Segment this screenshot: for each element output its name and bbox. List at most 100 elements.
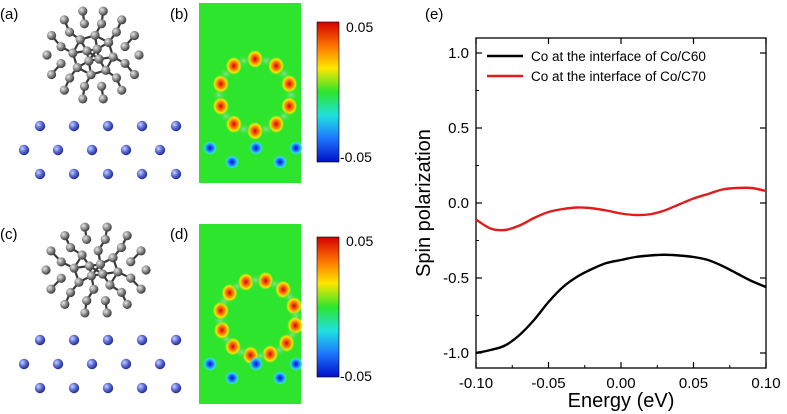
c60-carbon-atom (92, 44, 102, 54)
layer-c-cobalt-atom (34, 334, 46, 346)
c70-carbon-atom (80, 308, 90, 318)
c70-carbon-atom (126, 273, 136, 283)
c70-carbon-atom (126, 257, 136, 267)
x-tick-label: 0.10 (751, 375, 780, 392)
c70-carbon-atom (100, 234, 110, 244)
colorbar-d: 0.05 -0.05 (316, 233, 373, 384)
weak-spin-spot (236, 54, 251, 67)
c70-carbon-atom (108, 253, 118, 263)
c60-carbon-atom (97, 81, 107, 91)
c70-carbon-atom (82, 296, 92, 306)
c70-carbon-atom (80, 222, 90, 232)
panel-label-a: (a) (0, 6, 18, 23)
layer-a-cobalt-atom (154, 144, 166, 156)
c60-carbon-atom (56, 58, 66, 69)
c70-carbon-atom (136, 246, 146, 256)
c60-carbon-atom (98, 6, 108, 16)
c70-carbon-atom (69, 263, 79, 273)
negative-spin-spot (225, 371, 239, 385)
layer-c-cobalt-atom (120, 358, 132, 370)
layer-a-cobalt-atom (136, 120, 148, 132)
c60-carbon-atom (46, 30, 57, 41)
c70-carbon-atom (113, 267, 123, 277)
series-line-c60 (475, 253, 767, 355)
colorbar-d-max: 0.05 (346, 233, 373, 249)
panel-label-c: (c) (0, 226, 18, 243)
x-tick-label: -0.10 (459, 375, 493, 392)
layer-c-cobalt-atom (102, 382, 114, 394)
c70-carbon-atom (116, 242, 127, 253)
negative-spin-spot (203, 357, 217, 371)
x-axis-label: Energy (eV) (568, 390, 675, 412)
c60-carbon-atom (46, 69, 57, 80)
colorbar-b-max: 0.05 (346, 19, 373, 35)
y-tick-label: 0.5 (448, 120, 469, 137)
c60-carbon-atom (108, 52, 118, 62)
c70-carbon-atom (95, 259, 106, 269)
y-tick-label: -1.0 (443, 345, 469, 362)
layer-a-cobalt-atom (102, 120, 114, 132)
c70-carbon-atom (89, 284, 99, 294)
spin-polarization-chart: -0.10 -0.05 0.00 0.05 0.10-1.0-0.50.00.51.0 … (413, 37, 781, 412)
negative-spin-spot (249, 357, 263, 371)
layer-c-cobalt-atom (136, 382, 148, 394)
weak-spin-spot (248, 274, 263, 287)
spin-density-map-b (199, 3, 303, 183)
c60-carbon-atom (75, 35, 85, 45)
c60-carbon-atom (134, 50, 144, 60)
layer-c-cobalt-atom (102, 334, 114, 346)
layer-a-cobalt-atom (18, 144, 30, 156)
c60-carbon-atom (59, 15, 69, 25)
c70-carbon-atom (93, 246, 103, 256)
layer-c-cobalt-atom (52, 358, 64, 370)
c70-carbon-atom (86, 271, 97, 281)
c60-carbon-atom (78, 6, 88, 16)
y-tick-label: 1.0 (448, 45, 469, 62)
negative-spin-spot (273, 155, 287, 169)
c70-on-cobalt-structure (18, 222, 182, 394)
c60-carbon-atom (72, 62, 82, 73)
negative-spin-spot (289, 357, 303, 371)
colorbar-d-min: -0.05 (340, 368, 372, 384)
c70-carbon-atom (82, 234, 92, 245)
c70-carbon-atom (98, 269, 108, 279)
c60-carbon-atom (104, 37, 114, 48)
c60-carbon-atom (82, 46, 92, 56)
c70-carbon-atom (105, 280, 115, 290)
spin-density-map-d (199, 224, 304, 404)
c60-carbon-atom (42, 50, 52, 60)
c60-carbon-atom (86, 70, 96, 80)
c70-carbon-atom (84, 261, 94, 271)
colorbar-b: 0.05 -0.05 (316, 19, 373, 165)
c70-carbon-atom (141, 265, 151, 275)
negative-spin-spot (249, 141, 263, 155)
layer-a-cobalt-atom (68, 120, 80, 132)
layer-a-cobalt-atom (120, 144, 132, 156)
layer-c-cobalt-atom (68, 382, 80, 394)
c60-carbon-atom (120, 58, 130, 68)
y-axis-label: Spin polarization (413, 129, 435, 277)
c60-carbon-atom (79, 19, 89, 29)
c70-carbon-atom (56, 273, 66, 283)
series-line-c70 (475, 186, 767, 232)
layer-a-cobalt-atom (34, 168, 46, 180)
c70-carbon-atom (65, 243, 76, 253)
c60-carbon-atom (59, 85, 69, 95)
legend-label-c70: Co at the interface of Co/C70 (531, 69, 706, 84)
x-tick-label: 0.05 (679, 375, 708, 392)
c70-carbon-atom (74, 277, 84, 287)
c70-carbon-atom (122, 299, 132, 310)
c60-carbon-atom (94, 54, 104, 64)
c70-carbon-atom (60, 230, 70, 241)
negative-spin-spot (203, 141, 217, 155)
colorbar-d-gradient (316, 236, 340, 378)
c70-carbon-atom (102, 222, 112, 232)
c60-carbon-atom (129, 69, 140, 80)
c70-carbon-atom (65, 287, 76, 298)
panel-label-b: (b) (170, 6, 188, 23)
c70-carbon-atom (60, 299, 70, 310)
c60-carbon-atom (65, 73, 75, 83)
plot-frame (475, 37, 767, 369)
c60-carbon-atom (117, 85, 127, 95)
